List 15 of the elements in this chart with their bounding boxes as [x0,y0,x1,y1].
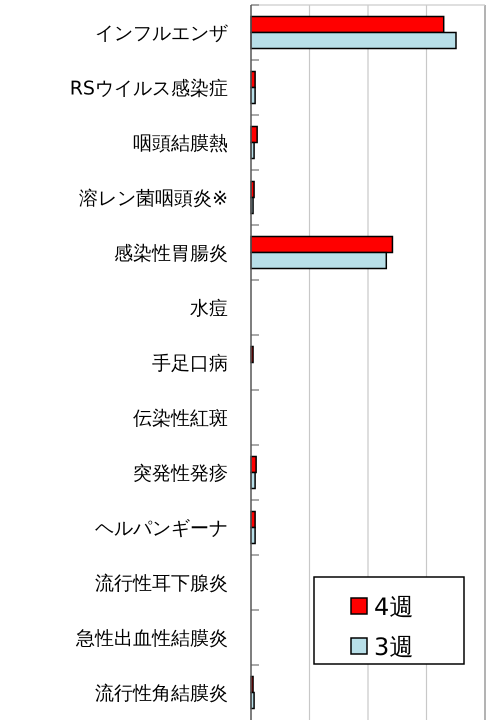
y-tick-label: 流行性角結膜炎 [95,682,228,704]
legend-label: 3週 [374,633,414,661]
y-tick-label: 手足口病 [152,352,228,374]
y-tick-label: 感染性胃腸炎 [114,242,228,264]
y-tick-label: RSウイルス感染症 [70,78,228,100]
y-tick-label: インフルエンザ [95,22,228,44]
y-tick-label: 急性出血性結膜炎 [75,628,228,650]
y-tick-label: 溶レン菌咽頭炎※ [79,188,228,210]
y-tick-label: ヘルパンギーナ [95,518,228,540]
y-tick-label: 伝染性紅斑 [133,408,228,430]
legend-label: 4週 [374,593,414,621]
y-tick-label: 突発性発疹 [133,462,228,484]
y-tick-label: 流行性耳下腺炎 [95,572,228,594]
y-tick-label: 咽頭結膜熱 [133,132,228,154]
y-tick-label: 水痘 [190,298,228,320]
